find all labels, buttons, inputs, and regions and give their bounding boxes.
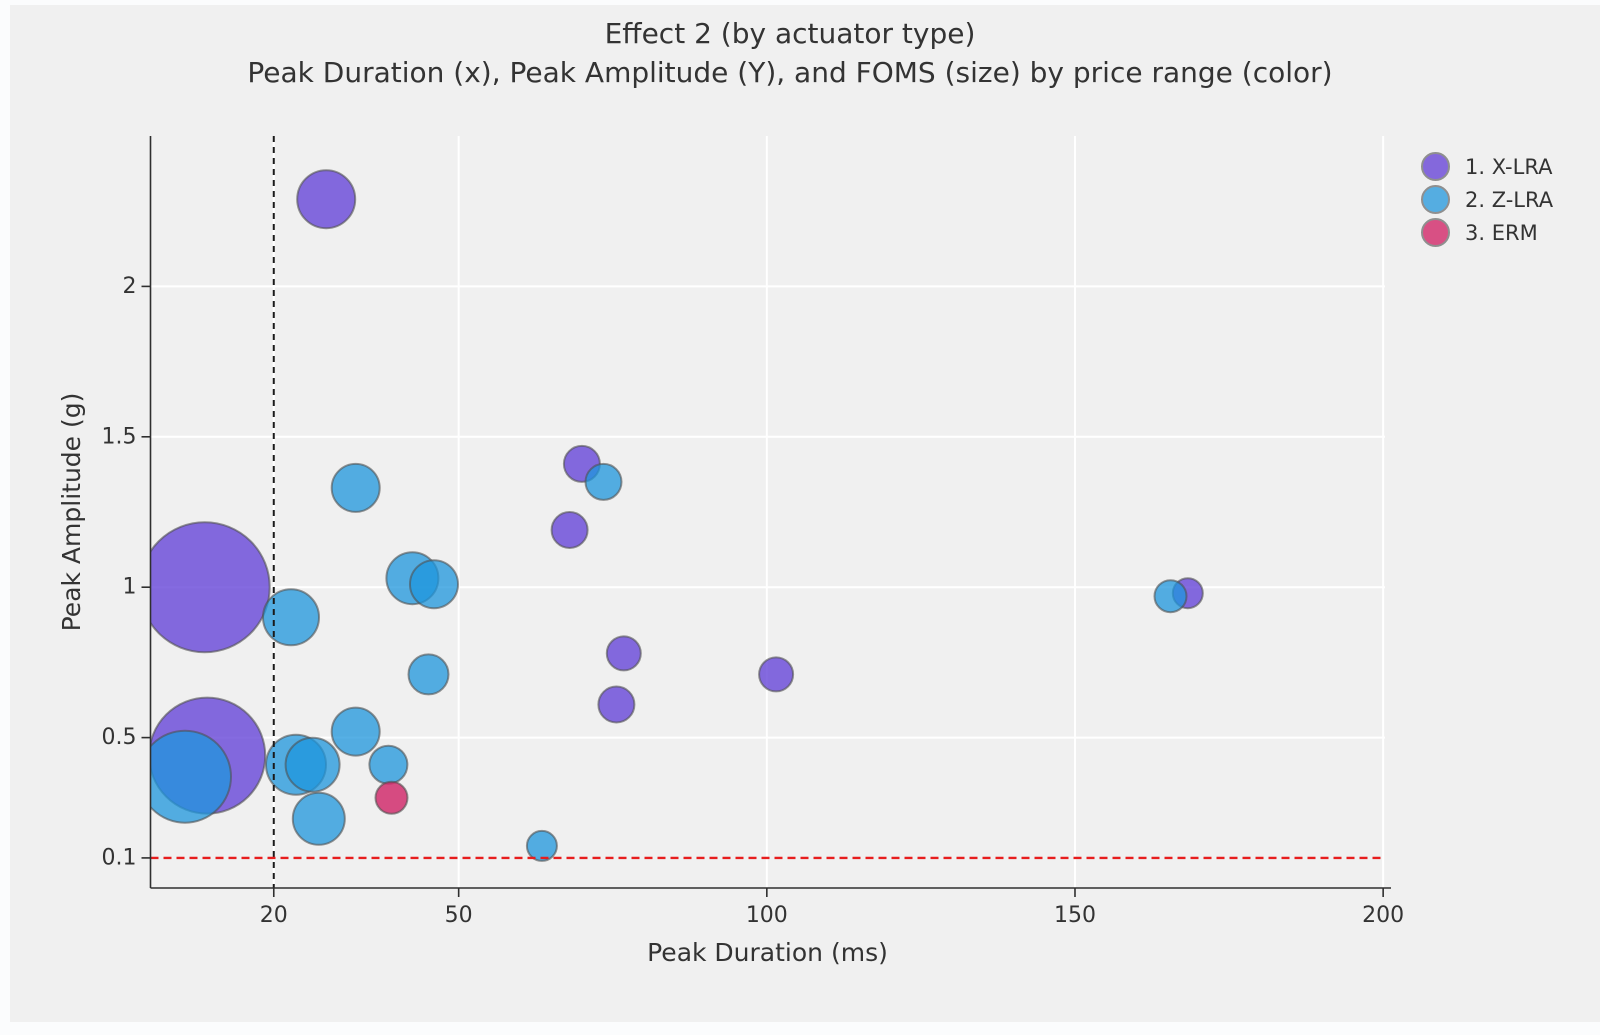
bubble-x-lra xyxy=(758,656,795,693)
bubble-z-lra xyxy=(150,729,232,824)
x-tick-label: 50 xyxy=(445,903,473,928)
bubble-z-lra xyxy=(407,653,450,696)
chart-title: Effect 2 (by actuator type) xyxy=(604,17,976,50)
bubble-z-lra xyxy=(291,791,346,846)
bubble-x-lra xyxy=(605,635,642,672)
x-tick-label: 200 xyxy=(1362,903,1404,928)
canvas-margin-bottom xyxy=(0,1022,1600,1035)
legend-label-x-lra: 1. X-LRA xyxy=(1465,154,1553,179)
bubble-z-lra xyxy=(368,744,409,785)
bubble-z-lra xyxy=(584,462,623,501)
legend-swatch-erm xyxy=(1421,218,1450,247)
y-tick-label: 1.5 xyxy=(102,424,137,449)
x-axis-label: Peak Duration (ms) xyxy=(647,938,888,967)
bubble-z-lra xyxy=(284,736,341,793)
bubble-erm xyxy=(374,780,409,815)
legend-label-z-lra: 2. Z-LRA xyxy=(1465,187,1554,212)
y-tick-label: 0.5 xyxy=(102,725,137,750)
y-tick-label: 1 xyxy=(123,575,137,600)
legend-swatch-z-lra xyxy=(1421,185,1450,214)
y-tick-label: 0.1 xyxy=(102,845,137,870)
bubble-z-lra xyxy=(1153,579,1188,614)
bubble-z-lra xyxy=(409,559,459,610)
bubble-x-lra xyxy=(550,511,589,549)
x-tick-label: 100 xyxy=(746,903,788,928)
bubble-z-lra xyxy=(330,706,381,757)
axes: 20 50 100 150 200 0.1 0.5 1 1.5 2 xyxy=(102,136,1404,928)
legend-label-erm: 3. ERM xyxy=(1465,220,1538,245)
canvas-margin-left xyxy=(0,0,10,1035)
legend: 1. X-LRA 2. Z-LRA 3. ERM xyxy=(1421,150,1553,249)
bubble-x-lra xyxy=(597,685,636,724)
bubble-x-lra xyxy=(296,169,357,230)
reference-lines xyxy=(150,136,1385,888)
legend-item-x-lra[interactable]: 1. X-LRA xyxy=(1421,150,1553,183)
chart-title-block: Effect 2 (by actuator type) Peak Duratio… xyxy=(0,14,1580,92)
bubble-z-lra xyxy=(525,829,558,862)
legend-swatch-x-lra xyxy=(1421,152,1450,181)
y-axis-label: Peak Amplitude (g) xyxy=(57,392,86,632)
legend-item-z-lra[interactable]: 2. Z-LRA xyxy=(1421,183,1553,216)
legend-item-erm[interactable]: 3. ERM xyxy=(1421,216,1553,249)
bubble-z-lra xyxy=(330,462,381,513)
chart-subtitle: Peak Duration (x), Peak Amplitude (Y), a… xyxy=(247,56,1333,89)
bubble-x-lra xyxy=(150,521,271,654)
canvas-margin-top xyxy=(0,0,1600,5)
y-tick-label: 2 xyxy=(123,274,137,299)
bubble-z-lra xyxy=(262,588,320,647)
x-tick-label: 20 xyxy=(260,903,288,928)
bubble-layer xyxy=(150,169,1204,862)
x-tick-label: 150 xyxy=(1054,903,1096,928)
